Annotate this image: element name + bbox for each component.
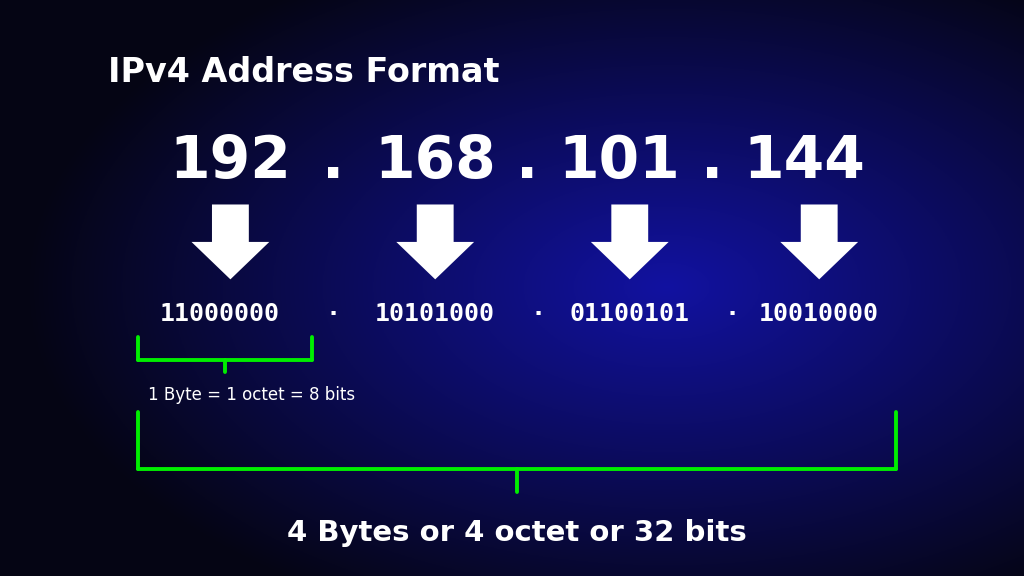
Text: 01100101: 01100101 <box>569 302 690 326</box>
Text: .: . <box>322 133 344 190</box>
Polygon shape <box>780 204 858 279</box>
Text: 10010000: 10010000 <box>759 302 880 326</box>
Text: 192: 192 <box>169 133 292 190</box>
Text: 168: 168 <box>375 133 496 190</box>
Text: 144: 144 <box>742 133 865 190</box>
Text: IPv4 Address Format: IPv4 Address Format <box>108 55 499 89</box>
Text: ·: · <box>530 302 545 326</box>
Text: 101: 101 <box>559 133 680 190</box>
Polygon shape <box>191 204 269 279</box>
Text: 11000000: 11000000 <box>160 302 281 326</box>
Text: .: . <box>700 133 723 190</box>
Polygon shape <box>591 204 669 279</box>
Text: .: . <box>516 133 539 190</box>
Text: ·: · <box>326 302 340 326</box>
Text: ·: · <box>725 302 739 326</box>
Text: 1 Byte = 1 octet = 8 bits: 1 Byte = 1 octet = 8 bits <box>148 385 355 404</box>
Text: 10101000: 10101000 <box>375 302 496 326</box>
Text: 4 Bytes or 4 octet or 32 bits: 4 Bytes or 4 octet or 32 bits <box>288 519 746 547</box>
Polygon shape <box>396 204 474 279</box>
